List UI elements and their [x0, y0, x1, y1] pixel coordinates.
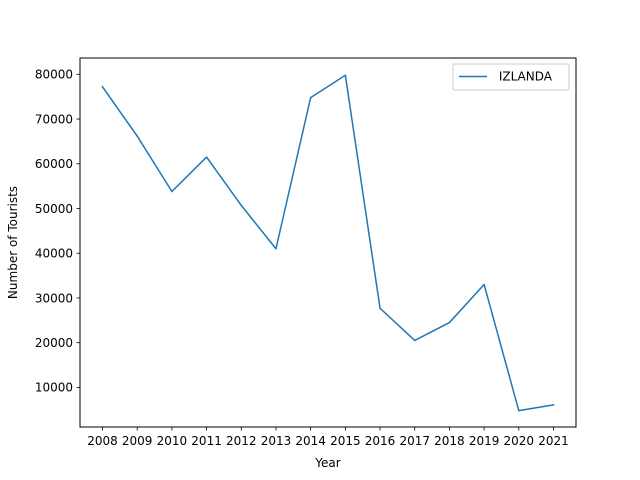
y-axis-ticks: 10000 20000 30000 40000 50000 60000 70000 80000	[35, 68, 80, 395]
data-point	[171, 190, 173, 193]
data-point	[205, 156, 208, 158]
legend-frame	[452, 63, 570, 91]
x-tick-label: 2012	[226, 434, 257, 448]
x-tick-label: 2011	[191, 434, 222, 448]
x-tick-label: 2018	[434, 434, 465, 448]
data-point	[275, 248, 277, 250]
plot-area-frame	[79, 57, 577, 428]
x-tick-label: 2014	[295, 434, 326, 448]
x-axis-ticks: 2008 2009 2010 2011 2012 2013 2014 2015 2016 2017…	[87, 427, 569, 448]
x-tick-label: 2009	[122, 434, 153, 448]
data-point	[101, 86, 104, 88]
data-point	[309, 96, 312, 99]
y-tick-label: 10000	[35, 381, 73, 395]
x-tick-label: 2015	[330, 434, 361, 448]
y-tick-label: 30000	[35, 291, 73, 305]
x-tick-label: 2021	[538, 434, 569, 448]
x-tick-label: 2019	[469, 434, 500, 448]
legend: IZLANDA	[452, 63, 570, 91]
y-tick-label: 20000	[35, 336, 73, 350]
series-lines	[101, 74, 555, 412]
data-point	[552, 404, 555, 406]
data-point	[344, 74, 347, 76]
y-tick-label: 70000	[35, 112, 73, 126]
x-axis-label: Year	[314, 456, 340, 470]
y-tick-label: 60000	[35, 157, 73, 171]
data-point	[518, 409, 520, 412]
y-tick-label: 80000	[35, 68, 73, 82]
data-point	[136, 135, 138, 137]
x-tick-label: 2008	[87, 434, 118, 448]
x-tick-label: 2013	[261, 434, 292, 448]
data-point	[483, 283, 485, 286]
x-tick-label: 2020	[504, 434, 535, 448]
legend-entry: IZLANDA	[495, 70, 553, 84]
y-tick-label: 50000	[35, 202, 73, 216]
data-point	[379, 307, 381, 309]
x-tick-label: 2016	[365, 434, 396, 448]
data-point	[448, 321, 451, 324]
x-tick-label: 2010	[157, 434, 188, 448]
x-tick-label: 2017	[399, 434, 430, 448]
data-point	[413, 339, 416, 342]
series-line	[101, 74, 555, 412]
y-axis-label: Number of Tourists	[6, 186, 20, 299]
data-point	[240, 204, 243, 207]
y-tick-label: 40000	[35, 247, 73, 261]
